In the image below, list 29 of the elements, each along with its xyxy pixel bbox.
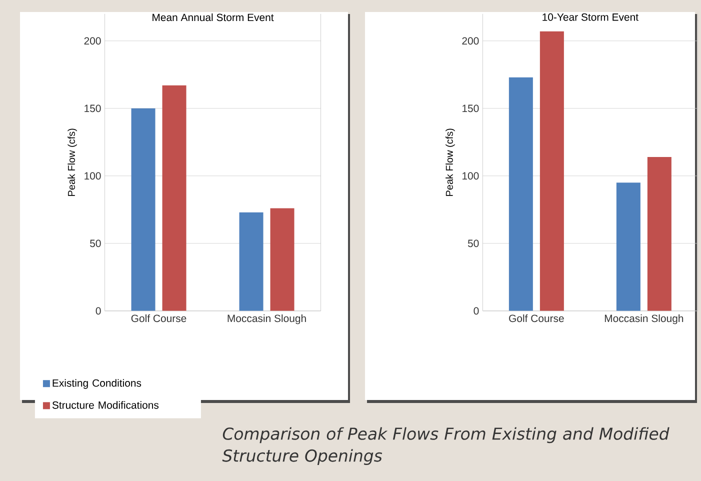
y-tick-label: 200 xyxy=(84,37,101,45)
bar xyxy=(540,31,564,311)
bar xyxy=(270,208,294,311)
bar xyxy=(131,108,156,311)
y-axis-title: Peak Flow (cfs) xyxy=(446,128,455,196)
x-tick-label: Golf Course xyxy=(131,314,186,322)
bar xyxy=(162,85,186,311)
bar xyxy=(508,77,533,311)
y-tick-label: 100 xyxy=(84,172,101,180)
y-tick-label: 200 xyxy=(462,37,479,45)
x-tick-label: Moccasin Slough xyxy=(228,314,306,324)
y-tick-label: 100 xyxy=(462,172,479,180)
bar xyxy=(647,156,672,311)
y-axis-title: Peak Flow (cfs) xyxy=(68,128,77,196)
x-tick-label: Golf Course xyxy=(509,314,564,322)
legend-label: Structure Modifications xyxy=(52,401,159,409)
text: Comparison of Peak Flows From Existing and Modified Structure Openings xyxy=(222,427,670,466)
y-tick-label: 0 xyxy=(474,307,479,315)
y-tick-label: 150 xyxy=(84,104,101,112)
chart-title: Mean Annual Storm Event xyxy=(152,13,274,22)
legend-label: Existing Conditions xyxy=(52,379,142,389)
bar xyxy=(616,182,640,311)
y-tick-label: 150 xyxy=(462,104,479,112)
chart-title: 10-Year Storm Event xyxy=(542,13,638,21)
bar xyxy=(239,212,264,311)
x-tick-label: Moccasin Slough xyxy=(604,314,684,324)
y-tick-label: 50 xyxy=(90,240,101,248)
y-tick-label: 50 xyxy=(468,240,479,248)
y-tick-label: 0 xyxy=(96,307,101,315)
